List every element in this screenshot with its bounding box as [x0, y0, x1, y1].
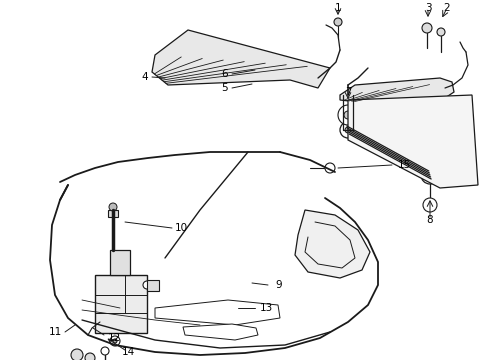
Text: 2: 2	[443, 3, 449, 13]
Circle shape	[142, 281, 151, 289]
Text: 7: 7	[344, 87, 350, 97]
Circle shape	[109, 203, 117, 211]
Circle shape	[113, 339, 117, 343]
Text: 6: 6	[221, 69, 227, 79]
Polygon shape	[347, 95, 477, 188]
Text: 10: 10	[175, 223, 188, 233]
Text: 14: 14	[121, 347, 134, 357]
Text: 3: 3	[424, 3, 430, 13]
Polygon shape	[152, 30, 329, 88]
Text: 12: 12	[108, 333, 121, 343]
Text: 11: 11	[49, 327, 62, 337]
Polygon shape	[108, 210, 118, 217]
Polygon shape	[147, 280, 159, 291]
Polygon shape	[183, 324, 258, 340]
Text: 1: 1	[334, 3, 341, 13]
Circle shape	[436, 28, 444, 36]
Circle shape	[420, 166, 438, 184]
Circle shape	[422, 198, 436, 212]
Circle shape	[345, 127, 350, 133]
Circle shape	[333, 18, 341, 26]
Circle shape	[85, 353, 95, 360]
Text: 4: 4	[141, 72, 148, 82]
Text: 15: 15	[397, 160, 410, 170]
Polygon shape	[110, 250, 130, 275]
Circle shape	[339, 122, 355, 138]
Circle shape	[421, 23, 431, 33]
Polygon shape	[155, 300, 280, 325]
Circle shape	[343, 111, 351, 119]
Text: 5: 5	[221, 83, 227, 93]
Circle shape	[101, 347, 109, 355]
Circle shape	[71, 349, 83, 360]
Circle shape	[325, 163, 334, 173]
Polygon shape	[95, 275, 147, 333]
Polygon shape	[339, 78, 453, 102]
Circle shape	[110, 336, 120, 346]
Text: 8: 8	[426, 215, 432, 225]
Circle shape	[426, 172, 432, 178]
Text: 13: 13	[260, 303, 273, 313]
Text: 9: 9	[274, 280, 281, 290]
Polygon shape	[294, 210, 369, 278]
Circle shape	[337, 105, 357, 125]
